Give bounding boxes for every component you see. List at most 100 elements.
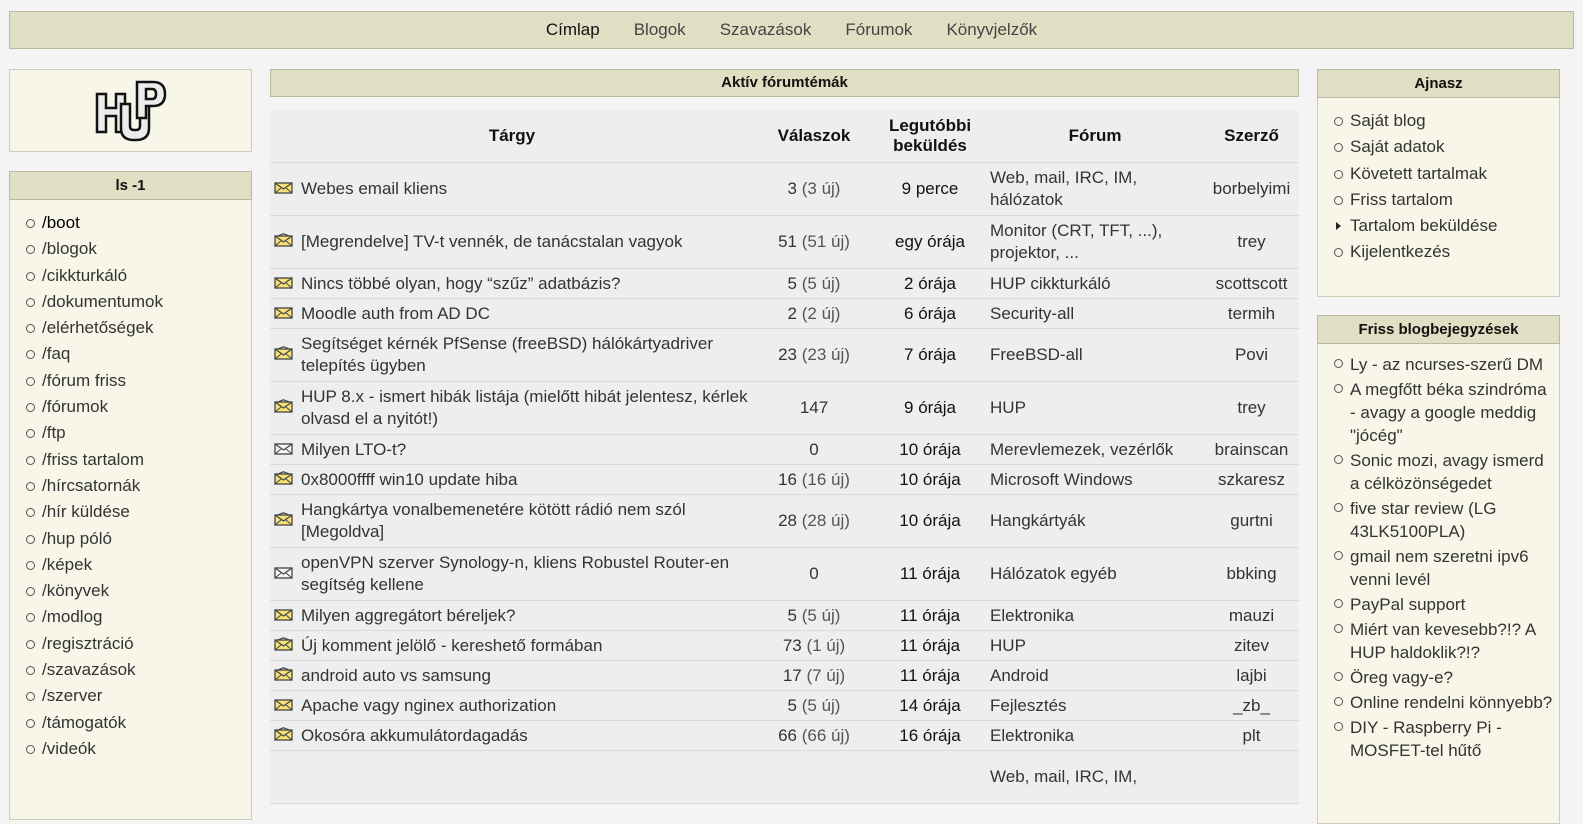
author-cell[interactable]: mauzi: [1204, 600, 1300, 631]
left-link-item[interactable]: /hír küldése: [26, 499, 251, 525]
left-link-item[interactable]: /friss tartalom: [26, 447, 251, 473]
left-link-item[interactable]: /dokumentumok: [26, 289, 251, 315]
topic-subject-cell[interactable]: [Megrendelve] TV-t vennék, de tanácstala…: [270, 215, 754, 269]
topic-link[interactable]: Nincs többé olyan, hogy “szűz” adatbázis…: [301, 273, 621, 293]
author-cell[interactable]: trey: [1204, 215, 1300, 269]
blog-link-item[interactable]: Miért van kevesebb?!? A HUP haldoklik?!?: [1334, 617, 1559, 665]
forum-cell[interactable]: Monitor (CRT, TFT, ...), projektor, ...: [986, 215, 1205, 269]
author-cell[interactable]: plt: [1204, 720, 1300, 751]
topic-link[interactable]: openVPN szerver Synology-n, kliens Robus…: [301, 553, 730, 594]
last-post-cell[interactable]: 16 órája: [874, 720, 987, 751]
last-post-cell[interactable]: 7 órája: [874, 328, 987, 382]
forum-cell[interactable]: Elektronika: [986, 720, 1205, 751]
author-cell[interactable]: trey: [1204, 381, 1300, 435]
author-cell[interactable]: scottscott: [1204, 268, 1300, 299]
new-reply-count[interactable]: (2 új): [801, 303, 841, 323]
last-post-cell[interactable]: 2 órája: [874, 268, 987, 299]
nav-link-2[interactable]: Szavazások: [719, 20, 812, 39]
topic-subject-cell[interactable]: HUP 8.x - ismert hibák listája (mielőtt …: [270, 381, 754, 435]
blog-link-item[interactable]: Öreg vagy-e?: [1334, 665, 1559, 690]
new-reply-count[interactable]: (1 új): [806, 635, 846, 655]
last-post-cell[interactable]: 6 órája: [874, 298, 987, 329]
last-post-cell[interactable]: egy órája: [874, 215, 987, 269]
last-post-cell[interactable]: 9 perce: [874, 162, 987, 216]
nav-link-3[interactable]: Fórumok: [845, 20, 913, 39]
left-link-item[interactable]: /képek: [26, 552, 251, 578]
last-post-cell[interactable]: 9 órája: [874, 381, 987, 435]
topic-subject-cell[interactable]: Hangkártya vonalbemenetére kötött rádió …: [270, 494, 754, 548]
blog-link-item[interactable]: five star review (LG 43LK5100PLA): [1334, 496, 1559, 544]
left-link-item[interactable]: /faq: [26, 341, 251, 367]
col-author[interactable]: Szerző: [1204, 110, 1300, 163]
topic-link[interactable]: android auto vs samsung: [301, 665, 491, 685]
user-menu-item[interactable]: Saját adatok: [1334, 134, 1559, 160]
last-post-cell[interactable]: 11 órája: [874, 547, 987, 601]
topic-link[interactable]: Milyen aggregátort béreljek?: [301, 605, 516, 625]
new-reply-count[interactable]: (5 új): [801, 273, 841, 293]
topic-link[interactable]: Hangkártya vonalbemenetére kötött rádió …: [301, 500, 686, 541]
topic-link[interactable]: Okosóra akkumulátordagadás: [301, 725, 528, 745]
author-cell[interactable]: _zb_: [1204, 690, 1300, 721]
forum-cell[interactable]: Hálózatok egyéb: [986, 547, 1205, 601]
new-reply-count[interactable]: (3 új): [801, 179, 841, 198]
last-post-cell[interactable]: 11 órája: [874, 660, 987, 691]
topic-link[interactable]: HUP 8.x - ismert hibák listája (mielőtt …: [301, 387, 748, 428]
left-link-item[interactable]: /szerver: [26, 683, 251, 709]
user-menu-item[interactable]: Követett tartalmak: [1334, 161, 1559, 187]
author-cell[interactable]: bbking: [1204, 547, 1300, 601]
forum-cell[interactable]: Hangkártyák: [986, 494, 1205, 548]
topic-link[interactable]: Milyen LTO-t?: [301, 439, 407, 459]
left-link-item[interactable]: /támogatók: [26, 710, 251, 736]
author-cell[interactable]: Povi: [1204, 328, 1300, 382]
user-menu-item[interactable]: Kijelentkezés: [1334, 239, 1559, 265]
last-post-cell[interactable]: 11 órája: [874, 600, 987, 631]
hup-logo[interactable]: [93, 80, 169, 142]
nav-link-0[interactable]: Címlap: [545, 20, 600, 39]
topic-subject-cell[interactable]: Moodle auth from AD DC: [270, 298, 754, 329]
topic-subject-cell[interactable]: Milyen LTO-t?: [270, 434, 754, 465]
author-cell[interactable]: lajbi: [1204, 660, 1300, 691]
forum-cell[interactable]: Web, mail, IRC, IM,: [986, 750, 1205, 804]
new-reply-count[interactable]: (16 új): [801, 469, 850, 489]
last-post-cell[interactable]: 10 órája: [874, 434, 987, 465]
forum-cell[interactable]: Android: [986, 660, 1205, 691]
author-cell[interactable]: zitev: [1204, 630, 1300, 661]
topic-subject-cell[interactable]: Webes email kliens: [270, 162, 754, 216]
topic-link[interactable]: Új komment jelölő - kereshető formában: [301, 635, 603, 655]
forum-cell[interactable]: Microsoft Windows: [986, 464, 1205, 495]
forum-cell[interactable]: Fejlesztés: [986, 690, 1205, 721]
author-cell[interactable]: szkaresz: [1204, 464, 1300, 495]
blog-link-item[interactable]: A megfőtt béka szindróma - avagy a googl…: [1334, 377, 1559, 448]
last-post-cell[interactable]: 10 órája: [874, 494, 987, 548]
author-cell[interactable]: brainscan: [1204, 434, 1300, 465]
user-menu-item[interactable]: Tartalom beküldése: [1334, 213, 1559, 239]
user-menu-item[interactable]: Saját blog: [1334, 108, 1559, 134]
topic-subject-cell[interactable]: android auto vs samsung: [270, 660, 754, 691]
forum-cell[interactable]: HUP cikkturkáló: [986, 268, 1205, 299]
last-post-cell[interactable]: 14 órája: [874, 690, 987, 721]
user-menu-item[interactable]: Friss tartalom: [1334, 187, 1559, 213]
left-link-item[interactable]: /modlog: [26, 604, 251, 630]
blog-link-item[interactable]: gmail nem szeretni ipv6 venni levél: [1334, 544, 1559, 592]
blog-link-item[interactable]: DIY - Raspberry Pi - MOSFET-tel hűtő: [1334, 715, 1559, 763]
left-link-item[interactable]: /hup póló: [26, 526, 251, 552]
logo-box[interactable]: [9, 69, 252, 152]
last-post-cell[interactable]: 11 órája: [874, 630, 987, 661]
topic-subject-cell[interactable]: 0x8000ffff win10 update hiba: [270, 464, 754, 495]
left-link-item[interactable]: /elérhetőségek: [26, 315, 251, 341]
author-cell[interactable]: [1204, 750, 1300, 804]
topic-link[interactable]: [Megrendelve] TV-t vennék, de tanácstala…: [301, 232, 683, 251]
topic-subject-cell[interactable]: Milyen aggregátort béreljek?: [270, 600, 754, 631]
forum-cell[interactable]: Security-all: [986, 298, 1205, 329]
topic-link[interactable]: 0x8000ffff win10 update hiba: [301, 469, 518, 489]
blog-link-item[interactable]: Sonic mozi, avagy ismerd a célközönséged…: [1334, 448, 1559, 496]
left-link-item[interactable]: /boot: [26, 210, 251, 236]
col-forum[interactable]: Fórum: [986, 110, 1205, 163]
left-link-item[interactable]: /blogok: [26, 236, 251, 262]
left-link-item[interactable]: /könyvek: [26, 578, 251, 604]
col-subject[interactable]: Tárgy: [270, 110, 754, 163]
left-link-item[interactable]: /fórum friss: [26, 368, 251, 394]
left-link-item[interactable]: /fórumok: [26, 394, 251, 420]
topic-subject-cell[interactable]: [270, 750, 754, 804]
forum-cell[interactable]: HUP: [986, 381, 1205, 435]
